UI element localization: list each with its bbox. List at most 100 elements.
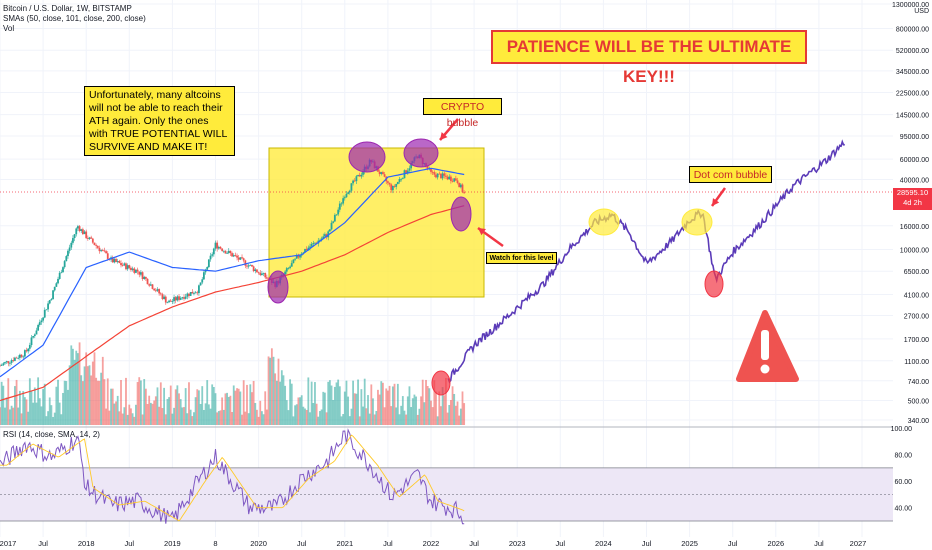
volume-bar	[231, 412, 233, 425]
volume-bar	[189, 409, 192, 425]
bubble-markers	[267, 138, 724, 396]
candle	[50, 299, 53, 301]
candle	[299, 255, 301, 258]
volume-bar	[174, 389, 177, 425]
volume-bar	[319, 411, 321, 425]
candle	[32, 336, 35, 338]
candle	[438, 173, 441, 175]
volume-bar	[50, 405, 53, 425]
candle	[433, 172, 436, 175]
volume-bar	[33, 387, 36, 425]
volume-bar	[169, 385, 172, 425]
candle	[20, 354, 23, 357]
candle	[249, 264, 252, 266]
candle	[12, 360, 15, 361]
candle	[226, 252, 229, 254]
volume-bar	[423, 402, 426, 425]
volume-bar	[355, 393, 358, 425]
volume-bar	[209, 408, 212, 425]
volume-bar	[0, 381, 3, 425]
volume-bar	[229, 395, 232, 425]
price-tick-label: 145000.00	[896, 113, 929, 120]
rsi-tick-label: 40.00	[894, 506, 912, 513]
rsi-sma-line	[0, 434, 465, 522]
volume-bar	[141, 414, 144, 425]
volume-bar	[163, 387, 166, 425]
candle	[23, 350, 26, 357]
sma-legend: SMAs (50, close, 101, close, 200, close)	[3, 14, 146, 23]
volume-bar	[65, 381, 68, 425]
candle	[265, 277, 268, 279]
volume-bar	[252, 380, 255, 425]
volume-bar	[128, 404, 131, 425]
candle	[350, 183, 353, 191]
volume-bar	[88, 365, 91, 425]
volume-bar	[164, 414, 167, 425]
volume-bar	[406, 396, 409, 425]
volume-bar	[136, 382, 139, 425]
volume-bar	[236, 388, 238, 425]
candle	[173, 297, 175, 302]
time-tick-label: Jul	[469, 539, 479, 548]
candle	[244, 260, 247, 266]
candle	[335, 214, 338, 216]
volume-bar	[436, 416, 439, 425]
candle	[262, 272, 265, 274]
candle	[80, 229, 83, 231]
volume-bar	[317, 416, 320, 425]
dotcom-bubble-label: Dot com bubble	[689, 166, 772, 183]
time-tick-label: 2017	[0, 539, 16, 548]
volume-bar	[42, 389, 44, 425]
volume-bar	[261, 411, 263, 425]
volume-bar	[377, 389, 379, 425]
candle	[95, 245, 98, 246]
highlight-box	[268, 147, 485, 298]
candle	[183, 297, 185, 299]
candle	[222, 250, 225, 252]
candle	[445, 175, 447, 177]
volume-bar	[96, 380, 99, 425]
candle	[131, 268, 134, 270]
time-tick-label: 2027	[850, 539, 867, 548]
rsi-line	[0, 428, 465, 525]
volume-bar	[398, 414, 401, 425]
volume-bar	[388, 385, 391, 425]
candle	[10, 360, 13, 363]
candle	[221, 248, 224, 251]
time-tick-label: Jul	[383, 539, 393, 548]
volume-bar	[30, 391, 33, 425]
volume-bar	[40, 406, 43, 425]
volume-bar	[48, 397, 51, 425]
price-tick-label: 800000.00	[896, 26, 929, 33]
volume-bar	[193, 412, 195, 425]
candle	[294, 258, 296, 260]
volume-bar	[120, 380, 122, 425]
volume-bar	[340, 416, 343, 425]
candle	[264, 272, 267, 278]
volume-bar	[121, 413, 124, 425]
candle	[143, 276, 146, 279]
volume-bar	[0, 407, 1, 425]
volume-bar	[360, 389, 363, 425]
volume-bar	[416, 414, 419, 425]
volume-bar	[445, 377, 447, 425]
candle	[405, 170, 408, 174]
volume-bar	[324, 392, 326, 425]
volume-bar	[191, 416, 194, 425]
candle	[458, 183, 461, 188]
volume-bar	[93, 352, 96, 425]
volume-bar	[428, 388, 431, 425]
volume-bar	[325, 412, 328, 425]
candle	[115, 258, 117, 262]
candle	[120, 263, 122, 266]
volume-bar	[226, 392, 229, 425]
volume-bar	[297, 397, 300, 425]
candle	[35, 330, 38, 335]
candle	[186, 293, 189, 297]
volume-bar	[154, 396, 157, 425]
candle	[340, 203, 343, 205]
volume-bar	[15, 379, 18, 425]
volume-bar	[337, 379, 340, 425]
candle	[241, 257, 243, 259]
